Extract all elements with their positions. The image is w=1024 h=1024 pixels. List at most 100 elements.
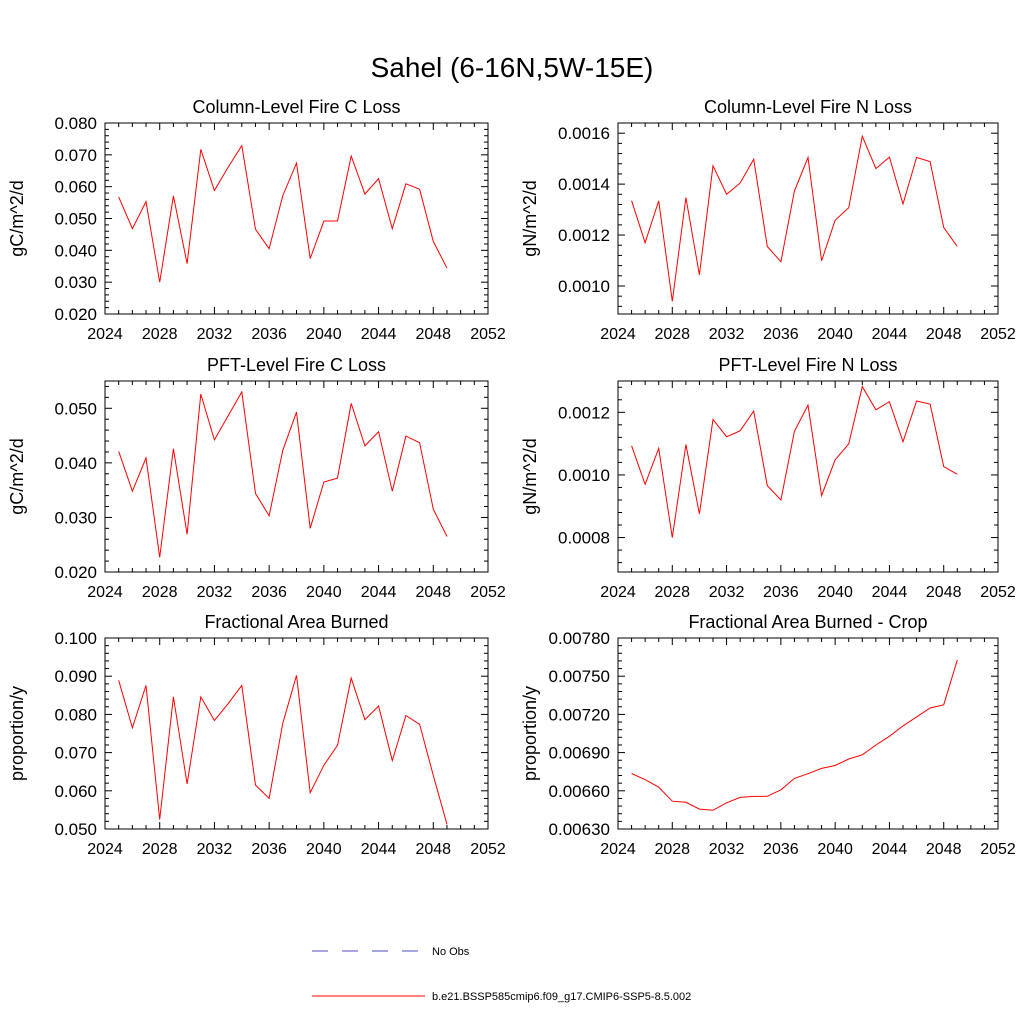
chart-panel-2: Column-Level Fire N Loss gN/m^2/d 2024 2028… [520, 97, 1016, 343]
x-tick-label: 2048 [926, 841, 962, 858]
legend-label-2: b.e21.BSSP585cmip6.f09_g17.CMIP6-SSP5-8.… [432, 991, 691, 1003]
plot-frame [617, 637, 999, 830]
x-tick-label: 2044 [872, 841, 908, 858]
x-tick-label: 2028 [142, 841, 178, 858]
x-tick-label: 2044 [361, 326, 397, 343]
panel-title: PFT-Level Fire N Loss [718, 355, 897, 375]
y-tick-label: 0.030 [54, 508, 97, 527]
y-axis-label: gN/m^2/d [520, 438, 540, 514]
chart-panel-5: Fractional Area Burned proportion/y 2024 20… [7, 612, 506, 858]
y-tick-label: 0.040 [54, 454, 97, 473]
y-tick-label: 0.050 [54, 210, 97, 229]
x-tick-label: 2032 [709, 841, 745, 858]
y-axis-label: proportion/y [7, 686, 27, 781]
y-tick-label: 0.0012 [558, 403, 610, 422]
y-tick-label: 0.020 [54, 563, 97, 582]
legend-label-1: No Obs [432, 946, 470, 958]
x-tick-label: 2044 [872, 326, 908, 343]
x-tick-label: 2024 [87, 326, 123, 343]
x-tick-label: 2028 [142, 326, 178, 343]
y-tick-label: 0.070 [54, 146, 97, 165]
y-tick-label: 0.060 [54, 782, 97, 801]
y-axis-label: gC/m^2/d [7, 180, 27, 256]
x-tick-label: 2052 [980, 584, 1016, 601]
y-tick-label: 0.0010 [558, 466, 610, 485]
x-tick-label: 2028 [654, 326, 690, 343]
x-tick-label: 2048 [415, 584, 451, 601]
x-tick-label: 2048 [926, 326, 962, 343]
x-tick-label: 2032 [709, 326, 745, 343]
figure-title: Sahel (6-16N,5W-15E) [371, 52, 654, 83]
y-axis-label: proportion/y [520, 686, 540, 781]
y-tick-label: 0.100 [54, 629, 97, 648]
plot-frame [617, 380, 999, 573]
x-tick-label: 2052 [980, 841, 1016, 858]
y-axis-label: gC/m^2/d [7, 438, 27, 514]
y-tick-label: 0.030 [54, 273, 97, 292]
x-tick-label: 2040 [306, 326, 342, 343]
panel-title: Column-Level Fire C Loss [192, 97, 400, 117]
panel-title: Column-Level Fire N Loss [704, 97, 912, 117]
x-tick-label: 2024 [600, 841, 636, 858]
series-line [631, 385, 958, 538]
y-tick-label: 0.050 [54, 820, 97, 839]
y-tick-label: 0.080 [54, 114, 97, 133]
x-tick-label: 2052 [470, 841, 506, 858]
x-tick-label: 2028 [654, 584, 690, 601]
series-line [631, 659, 958, 811]
y-tick-label: 0.00660 [549, 782, 610, 801]
x-tick-label: 2048 [415, 326, 451, 343]
x-tick-label: 2024 [87, 841, 123, 858]
series-line [118, 390, 448, 558]
x-tick-label: 2036 [251, 584, 287, 601]
y-tick-label: 0.00750 [549, 667, 610, 686]
x-tick-label: 2052 [470, 326, 506, 343]
y-tick-label: 0.0008 [558, 529, 610, 548]
x-tick-label: 2048 [415, 841, 451, 858]
x-tick-label: 2036 [763, 584, 799, 601]
plot-frame [617, 122, 999, 315]
chart-panel-1: Column-Level Fire C Loss gC/m^2/d 2024 2028… [7, 97, 506, 343]
series-line [631, 134, 958, 302]
chart-panel-4: PFT-Level Fire N Loss gN/m^2/d 2024 2028 203… [520, 355, 1016, 601]
y-tick-label: 0.050 [54, 399, 97, 418]
x-tick-label: 2044 [361, 584, 397, 601]
x-tick-label: 2036 [251, 326, 287, 343]
x-tick-label: 2024 [600, 584, 636, 601]
x-tick-label: 2040 [306, 584, 342, 601]
x-tick-label: 2024 [87, 584, 123, 601]
y-tick-label: 0.00630 [549, 820, 610, 839]
panel-title: Fractional Area Burned [204, 612, 388, 632]
panel-title: PFT-Level Fire C Loss [207, 355, 386, 375]
x-tick-label: 2044 [872, 584, 908, 601]
x-tick-label: 2052 [470, 584, 506, 601]
chart-panel-6: Fractional Area Burned - Crop proportion/… [520, 612, 1016, 858]
x-tick-label: 2048 [926, 584, 962, 601]
series-line [118, 675, 448, 825]
y-tick-label: 0.00780 [549, 629, 610, 648]
x-tick-label: 2028 [654, 841, 690, 858]
x-tick-label: 2040 [817, 584, 853, 601]
x-tick-label: 2028 [142, 584, 178, 601]
x-tick-label: 2052 [980, 326, 1016, 343]
x-tick-label: 2032 [197, 584, 233, 601]
panel-title: Fractional Area Burned - Crop [688, 612, 927, 632]
y-tick-label: 0.0016 [558, 124, 610, 143]
x-tick-label: 2040 [306, 841, 342, 858]
y-tick-label: 0.040 [54, 241, 97, 260]
y-tick-label: 0.00720 [549, 705, 610, 724]
x-tick-label: 2032 [709, 584, 745, 601]
y-tick-label: 0.070 [54, 744, 97, 763]
y-tick-label: 0.00690 [549, 744, 610, 763]
y-tick-label: 0.060 [54, 178, 97, 197]
x-tick-label: 2032 [197, 326, 233, 343]
x-tick-label: 2024 [600, 326, 636, 343]
x-tick-label: 2044 [361, 841, 397, 858]
plot-frame [104, 637, 489, 830]
y-tick-label: 0.0014 [558, 175, 610, 194]
y-tick-label: 0.020 [54, 305, 97, 324]
x-tick-label: 2036 [763, 326, 799, 343]
plot-frame [104, 122, 489, 315]
y-tick-label: 0.090 [54, 667, 97, 686]
